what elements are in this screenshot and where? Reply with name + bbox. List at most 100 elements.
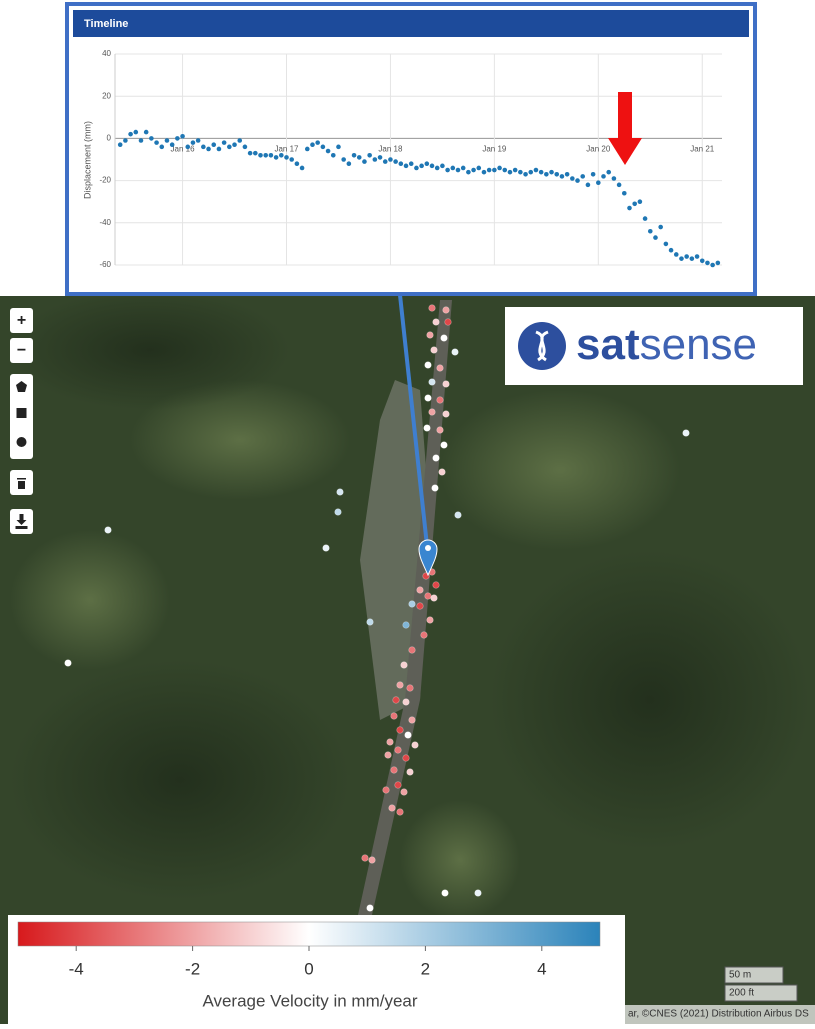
data-point [211,142,217,148]
data-point [460,165,466,171]
data-point [393,159,398,164]
map-point [428,408,436,416]
data-point [616,182,622,188]
zoom-in-icon: + [17,312,26,329]
velocity-legend: Average Velocity in mm/year -4 -2 0 2 4 [8,915,625,1024]
data-point [627,205,632,211]
map-point [411,741,419,749]
data-point [351,152,357,158]
data-point [611,176,617,181]
data-point [544,171,549,177]
map-point [424,394,432,402]
data-point [299,165,305,171]
panel-frame [65,2,757,296]
map-point [334,508,342,516]
map-point [441,889,449,897]
data-point [434,165,440,171]
data-point [705,260,710,266]
data-point [440,163,445,169]
data-point [533,167,539,173]
draw-polygon[interactable] [16,381,27,392]
map-controls: + − [10,308,33,534]
data-point [679,256,684,261]
legend-title: Average Velocity in mm/year [202,991,417,1010]
data-point [590,171,596,177]
draw-rectangle[interactable] [16,408,27,418]
data-point [362,159,367,164]
map-pin[interactable] [418,539,438,577]
data-point [596,180,601,186]
data-point [123,138,128,143]
data-point [315,140,320,145]
y-tick-label: -20 [99,176,111,185]
map-point [682,429,690,437]
data-point [263,152,269,158]
data-point [575,178,580,183]
data-point [419,163,424,169]
data-point [216,146,222,152]
map-point [402,698,410,706]
data-point [247,150,253,156]
data-point [663,241,669,247]
colorbar-tick-label: 0 [304,959,313,978]
colorbar-tick-label: -2 [185,959,200,978]
data-point [564,171,570,177]
map-point [394,746,402,754]
data-point [445,167,450,173]
map-point [382,786,390,794]
x-tick-label: Jan 19 [482,145,507,154]
data-point [684,254,689,259]
scale-imperial [724,984,798,1002]
data-point [689,256,695,261]
timeline-panel: Timeline 40 20 0 -20 -40 -60 Jan 16 Jan 17 Jan 1… [65,2,757,296]
map-point [322,544,330,552]
data-point [367,152,372,158]
data-point [699,258,705,264]
data-point [320,144,326,150]
data-point [232,142,237,148]
map-point [64,659,72,667]
delete-icon [17,478,26,489]
map-point [396,681,404,689]
map-point [430,346,438,354]
map-point [451,348,459,356]
map-point [440,334,448,342]
map-point [406,684,414,692]
map-point [408,646,416,654]
data-point [237,138,243,143]
scale-imperial-label: 200 ft [729,988,754,999]
data-point [372,157,378,162]
data-point [647,228,653,234]
zoom-out-icon: − [17,342,26,359]
draw-circle[interactable] [16,437,27,447]
data-point [284,155,289,160]
data-point [336,144,341,150]
map-point [402,754,410,762]
zoom-in[interactable] [10,308,33,333]
x-tick-label: Jan 21 [690,145,715,154]
attribution: ar, ©CNES (2021) Distribution Airbus DS [628,1009,809,1020]
map-point [408,716,416,724]
attribution-box [625,1005,815,1024]
map-point [420,631,428,639]
data-point [606,169,612,175]
data-point [710,262,715,268]
data-point [206,146,211,152]
map-point [386,738,394,746]
data-point [523,171,528,177]
zoom-out[interactable] [10,338,33,363]
map-point [400,788,408,796]
colorbar-tick-label: 4 [537,959,546,978]
data-point [403,163,409,169]
y-tick-label: 40 [102,49,111,58]
data-point [201,144,206,150]
map-point [366,904,374,912]
data-point [585,182,591,188]
data-point [117,142,123,148]
map-point [416,602,424,610]
data-point [159,144,165,150]
map-point [394,781,402,789]
data-point [279,152,284,158]
data-point [450,165,456,171]
